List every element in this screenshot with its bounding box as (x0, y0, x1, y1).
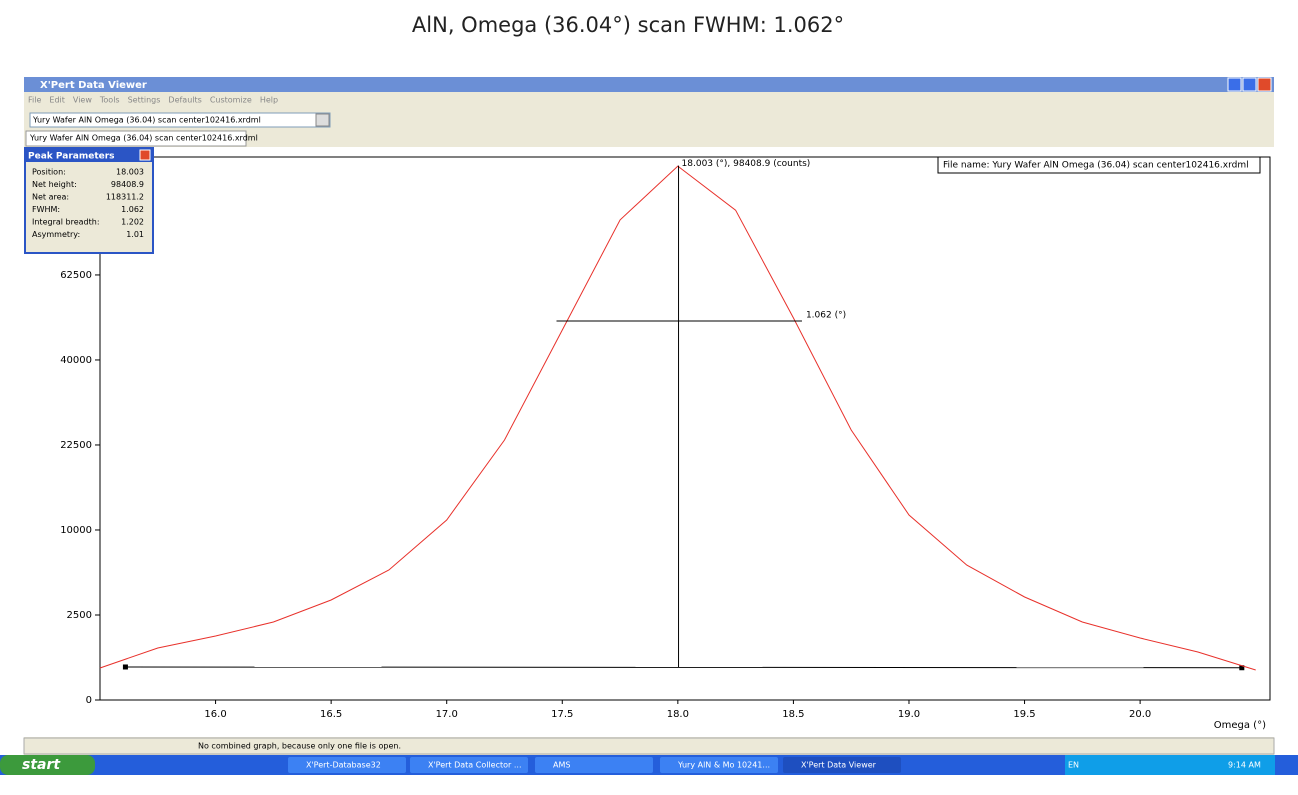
x-tick-label: 20.0 (1129, 709, 1151, 720)
y-tick-label: 10000 (60, 525, 92, 536)
status-text: No combined graph, because only one file… (198, 742, 401, 751)
task-text: Yury AlN & Mo 10241... (677, 761, 770, 770)
param-label: Position: (32, 168, 66, 177)
menu-item[interactable]: File (28, 96, 41, 105)
data-line (99, 165, 1256, 671)
param-value: 18.003 (116, 168, 144, 177)
menu-item[interactable]: Customize (210, 96, 252, 105)
menu-item[interactable]: Tools (99, 96, 120, 105)
param-label: Net height: (32, 180, 77, 189)
combo-arrow[interactable] (315, 113, 330, 127)
task-button[interactable] (535, 757, 653, 773)
param-label: Integral breadth: (32, 218, 100, 227)
start-text: start (22, 757, 61, 773)
x-axis-label: Omega (°) (1214, 720, 1266, 731)
x-tick-label: 18.5 (782, 709, 804, 720)
x-tick-label: 18.0 (667, 709, 689, 720)
y-tick-label: 22500 (60, 440, 92, 451)
file-combo[interactable] (29, 112, 331, 128)
y-tick-label: 62500 (60, 270, 92, 281)
clock: 9:14 AM (1228, 761, 1261, 770)
tab[interactable] (25, 130, 247, 147)
menu-item[interactable]: Defaults (168, 96, 201, 105)
peak-rows: Position: 18.003 Net height: 98408.9 Net are… (32, 168, 144, 240)
chart-area (24, 147, 1274, 737)
lang: EN (1068, 761, 1079, 770)
task-text: X'Pert-Database32 (306, 761, 381, 770)
task-text: AMS (553, 761, 570, 770)
x-tick-label: 17.0 (436, 709, 458, 720)
task-button[interactable] (660, 757, 778, 773)
chart: 0 2500 10000 22500 40000 62500 16.0 16.5 17.0 17.… (60, 156, 1266, 731)
combo-text: Yury Wafer AlN Omega (36.04) scan center… (32, 116, 261, 125)
param-label: Asymmetry: (32, 230, 80, 239)
maximize-button[interactable] (1242, 77, 1257, 92)
background-line (125, 666, 1242, 669)
tab-text: Yury Wafer AlN Omega (36.04) scan center… (29, 134, 258, 143)
task-items: X'Pert-Database32 X'Pert Data Collector .… (288, 757, 901, 773)
x-tick-label: 19.5 (1013, 709, 1035, 720)
menu-item[interactable]: Settings (128, 96, 161, 105)
x-tick-label: 17.5 (551, 709, 573, 720)
x-tick-label: 16.5 (320, 709, 342, 720)
task-text: X'Pert Data Viewer (801, 761, 877, 770)
param-value: 1.202 (121, 218, 144, 227)
y-tick-label: 0 (86, 695, 92, 706)
peak-panel-close[interactable] (139, 149, 151, 161)
start-button[interactable] (0, 755, 95, 775)
file-label-box (937, 156, 1261, 174)
x-tick-label: 16.0 (204, 709, 226, 720)
peak-label: 18.003 (°), 98408.9 (counts) (682, 159, 811, 169)
background-point (122, 664, 128, 670)
y-tick-label: 40000 (60, 355, 92, 366)
peak-panel (24, 147, 154, 254)
param-value: 1.01 (126, 230, 144, 239)
background-point (1239, 665, 1245, 671)
menu-item[interactable]: Help (260, 96, 278, 105)
peak-panel-title-bar (26, 149, 152, 162)
peak-panel-title: Peak Parameters (28, 152, 115, 162)
x-tick-label: 19.0 (898, 709, 920, 720)
param-value: 1.062 (121, 205, 144, 214)
status-bar (23, 737, 1275, 755)
fwhm-label: 1.062 (°) (806, 310, 846, 320)
param-label: FWHM: (32, 205, 60, 214)
minimize-button[interactable] (1227, 77, 1242, 92)
tray (1065, 755, 1275, 775)
task-button[interactable] (288, 757, 406, 773)
heading: AlN, Omega (36.04°) scan FWHM: 1.062° (412, 13, 844, 37)
task-button[interactable] (783, 757, 901, 773)
task-button[interactable] (410, 757, 528, 773)
y-tick-label: 2500 (67, 610, 92, 621)
menu-item[interactable]: View (73, 96, 92, 105)
menu-item[interactable]: Edit (49, 96, 65, 105)
title-bar (24, 77, 1274, 92)
task-text: X'Pert Data Collector ... (428, 761, 522, 770)
param-value: 118311.2 (106, 193, 144, 202)
param-label: Net area: (32, 193, 69, 202)
param-value: 98408.9 (111, 180, 144, 189)
window-title: X'Pert Data Viewer (40, 80, 147, 91)
close-button[interactable] (1257, 77, 1272, 92)
file-label: File name: Yury Wafer AlN Omega (36.04) … (943, 161, 1249, 171)
